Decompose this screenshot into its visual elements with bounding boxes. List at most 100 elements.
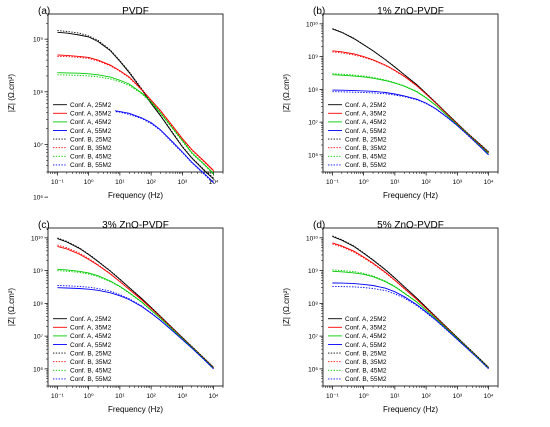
- x-tick-label: 10⁰: [359, 179, 369, 186]
- series-line: [57, 237, 214, 368]
- x-tick-label: 10⁻¹: [51, 393, 65, 400]
- chart-title: 5% ZnO-PVDF: [377, 220, 444, 231]
- y-axis-label: |Z| (Ω.cm²): [7, 288, 16, 326]
- legend-label: Conf. A, 55M2: [345, 128, 387, 135]
- y-tick-label: 10¹⁰: [306, 235, 318, 242]
- series-line: [332, 91, 489, 156]
- y-tick-label: 10¹⁰: [31, 235, 43, 242]
- x-tick-label: 10²: [421, 179, 431, 186]
- chart-panel: (a) PVDF 10⁻¹ 10⁰ 10¹ 10² 10³ 10⁴ 10⁶ 10⁷ 10⁸ 10⁹ Fr…: [7, 6, 224, 202]
- series-line: [332, 269, 489, 369]
- series-line: [57, 30, 214, 179]
- legend-label: Conf. A, 25M2: [345, 316, 387, 323]
- plot-frame: [322, 13, 499, 173]
- plot-frame: [322, 227, 499, 387]
- legend-label: Conf. A, 25M2: [70, 316, 112, 323]
- legend-label: Conf. A, 25M2: [345, 102, 387, 109]
- legend-label: Conf. A, 55M2: [70, 342, 112, 349]
- series-line: [57, 55, 214, 172]
- legend-label: Conf. B, 35M2: [345, 145, 387, 152]
- series-line: [57, 270, 214, 369]
- y-tick-label: 10¹⁰: [306, 21, 318, 28]
- series-line: [332, 285, 489, 370]
- y-tick-label: 10⁶: [33, 366, 43, 373]
- y-tick-label: 10⁷: [33, 334, 43, 341]
- x-tick-label: 10⁰: [84, 179, 94, 186]
- y-axis-label: |Z| (Ω.cm²): [7, 74, 16, 112]
- x-tick-label: 10⁴: [484, 179, 494, 186]
- y-tick-label: 10⁸: [308, 301, 318, 308]
- panel-label: (b): [313, 6, 325, 17]
- legend-label: Conf. B, 45M2: [345, 154, 387, 161]
- legend-label: Conf. A, 55M2: [345, 342, 387, 349]
- legend-label: Conf. B, 45M2: [70, 368, 112, 375]
- legend-label: Conf. B, 25M2: [70, 136, 112, 143]
- x-axis-label: Frequency (Hz): [108, 191, 163, 200]
- series-line: [57, 72, 214, 174]
- series-line: [332, 282, 489, 370]
- y-axis-label: |Z| (Ω.cm²): [282, 74, 291, 112]
- plot-frame: [47, 13, 224, 173]
- x-tick-label: 10³: [178, 393, 188, 400]
- series-line: [332, 73, 489, 154]
- chart-title: 3% ZnO-PVDF: [102, 220, 169, 231]
- x-axis-label: Frequency (Hz): [383, 191, 438, 200]
- legend-label: Conf. B, 55M2: [345, 376, 387, 383]
- series-line: [57, 244, 214, 368]
- x-tick-label: 10¹: [390, 393, 400, 400]
- legend-label: Conf. B, 25M2: [70, 350, 112, 357]
- legend-label: Conf. A, 25M2: [70, 102, 112, 109]
- series-line: [57, 287, 214, 370]
- x-axis-label: Frequency (Hz): [383, 405, 438, 414]
- legend-label: Conf. A, 35M2: [345, 111, 387, 118]
- legend-label: Conf. A, 45M2: [70, 333, 112, 340]
- legend-label: Conf. B, 45M2: [345, 368, 387, 375]
- x-axis-label: Frequency (Hz): [108, 405, 163, 414]
- x-tick-label: 10³: [453, 179, 463, 186]
- legend-box: [326, 100, 390, 171]
- y-tick-label: 10⁸: [33, 89, 43, 96]
- x-tick-label: 10³: [178, 179, 188, 186]
- legend-label: Conf. B, 35M2: [70, 359, 112, 366]
- legend-label: Conf. B, 45M2: [70, 154, 112, 161]
- y-tick-label: 10⁹: [33, 268, 43, 275]
- legend-label: Conf. A, 55M2: [70, 128, 112, 135]
- legend-box: [51, 100, 115, 171]
- chart-panel: (d) 5% ZnO-PVDF 10⁻¹ 10⁰ 10¹ 10² 10³ 10⁴ 10⁶ 10⁷ 1…: [282, 220, 499, 414]
- legend-label: Conf. A, 35M2: [70, 111, 112, 118]
- legend-label: Conf. B, 55M2: [345, 162, 387, 169]
- series-line: [332, 89, 489, 156]
- x-tick-label: 10²: [421, 393, 431, 400]
- y-tick-label: 10⁹: [308, 54, 318, 61]
- x-tick-label: 10⁰: [84, 393, 94, 400]
- x-tick-label: 10¹: [115, 393, 125, 400]
- plot-frame: [47, 227, 224, 387]
- x-tick-label: 10⁴: [209, 393, 219, 400]
- x-tick-label: 10¹: [390, 179, 400, 186]
- y-tick-label: 10⁶: [308, 152, 318, 159]
- legend-box: [326, 314, 390, 385]
- x-tick-label: 10⁻¹: [326, 393, 340, 400]
- legend-label: Conf. B, 25M2: [345, 350, 387, 357]
- chart-panel: (c) 3% ZnO-PVDF 10⁻¹ 10⁰ 10¹ 10² 10³ 10⁴ 10⁶ 10⁷ 1…: [7, 220, 224, 414]
- legend-label: Conf. B, 35M2: [70, 145, 112, 152]
- y-tick-label: 10⁷: [33, 142, 43, 149]
- x-tick-label: 10¹: [115, 179, 125, 186]
- legend-label: Conf. A, 45M2: [345, 119, 387, 126]
- x-tick-label: 10³: [453, 393, 463, 400]
- y-tick-label: 10⁶: [308, 366, 318, 373]
- chart-panel: (b) 1% ZnO-PVDF 10⁻¹ 10⁰ 10¹ 10² 10³ 10⁴ 10⁶ 10⁷ 1…: [282, 6, 499, 200]
- series-line: [332, 235, 489, 368]
- legend-label: Conf. A, 35M2: [345, 325, 387, 332]
- legend-label: Conf. A, 45M2: [345, 333, 387, 340]
- y-tick-label: 10⁶: [33, 195, 43, 202]
- y-tick-label: 10⁹: [308, 268, 318, 275]
- legend-label: Conf. B, 55M2: [70, 376, 112, 383]
- chart-title: PVDF: [122, 6, 149, 17]
- legend-label: Conf. A, 35M2: [70, 325, 112, 332]
- legend-label: Conf. B, 25M2: [345, 136, 387, 143]
- y-axis-label: |Z| (Ω.cm²): [282, 288, 291, 326]
- panel-label: (a): [38, 6, 50, 17]
- y-tick-label: 10⁷: [308, 334, 318, 341]
